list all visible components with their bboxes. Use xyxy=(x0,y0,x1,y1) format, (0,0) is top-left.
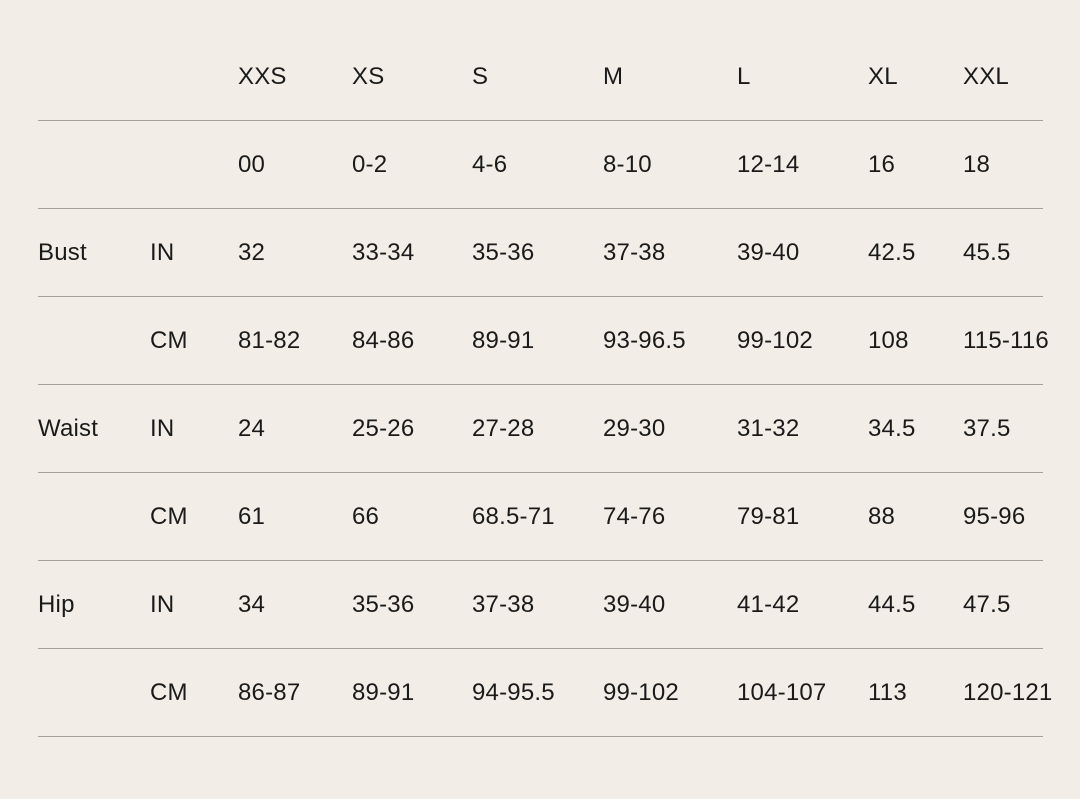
size-chart-table: XXS XS S M L XL XXL 00 0-2 4-6 8-10 12-14 16 18 Bust IN… xyxy=(38,33,1053,737)
numeric-size-cell: 12-14 xyxy=(737,150,800,178)
measurement-cell: 34.5 xyxy=(868,414,916,442)
column-header-xl: XL xyxy=(868,62,898,90)
measurement-cell: 68.5-71 xyxy=(472,502,555,530)
measurement-cell: 81-82 xyxy=(238,326,301,354)
measurement-cell: 27-28 xyxy=(472,414,535,442)
measurement-cell: 89-91 xyxy=(472,326,535,354)
measurement-cell: 66 xyxy=(352,502,380,530)
numeric-size-cell: 18 xyxy=(963,150,991,178)
measurement-cell: 115-116 xyxy=(963,326,1049,354)
unit-label-cm: CM xyxy=(150,678,188,706)
measurement-cell: 37.5 xyxy=(963,414,1011,442)
numeric-size-cell: 00 xyxy=(238,150,266,178)
measurement-cell: 84-86 xyxy=(352,326,415,354)
measurement-cell: 41-42 xyxy=(737,590,800,618)
row-label-bust: Bust xyxy=(38,238,87,266)
measurement-cell: 104-107 xyxy=(737,678,827,706)
measurement-cell: 94-95.5 xyxy=(472,678,555,706)
measurement-cell: 35-36 xyxy=(472,238,535,266)
measurement-cell: 95-96 xyxy=(963,502,1026,530)
measurement-cell: 120-121 xyxy=(963,678,1053,706)
measurement-row-cm: CM 86-87 89-91 94-95.5 99-102 104-107 113 120-1… xyxy=(38,649,1053,737)
measurement-cell: 99-102 xyxy=(737,326,813,354)
unit-label-in: IN xyxy=(150,590,175,618)
measurement-row-hip-in: Hip IN 34 35-36 37-38 39-40 41-42 44.5 47.5 xyxy=(38,561,1043,649)
measurement-cell: 113 xyxy=(868,678,907,706)
measurement-cell: 33-34 xyxy=(352,238,415,266)
column-header-s: S xyxy=(472,62,489,90)
numeric-sizes-row: 00 0-2 4-6 8-10 12-14 16 18 xyxy=(38,121,1043,209)
measurement-cell: 88 xyxy=(868,502,896,530)
column-header-xxl: XXL xyxy=(963,62,1009,90)
measurement-cell: 108 xyxy=(868,326,909,354)
measurement-cell: 74-76 xyxy=(603,502,666,530)
measurement-cell: 35-36 xyxy=(352,590,415,618)
measurement-cell: 24 xyxy=(238,414,266,442)
measurement-cell: 99-102 xyxy=(603,678,679,706)
measurement-cell: 31-32 xyxy=(737,414,800,442)
measurement-cell: 25-26 xyxy=(352,414,415,442)
measurement-row-cm: CM 61 66 68.5-71 74-76 79-81 88 95-96 xyxy=(38,473,1043,561)
measurement-cell: 86-87 xyxy=(238,678,301,706)
numeric-size-cell: 4-6 xyxy=(472,150,508,178)
measurement-cell: 61 xyxy=(238,502,266,530)
measurement-cell: 89-91 xyxy=(352,678,415,706)
measurement-row-bust-in: Bust IN 32 33-34 35-36 37-38 39-40 42.5 45.5 xyxy=(38,209,1043,297)
row-label-waist: Waist xyxy=(38,414,99,442)
unit-label-cm: CM xyxy=(150,326,188,354)
column-header-xxs: XXS xyxy=(238,62,287,90)
measurement-cell: 37-38 xyxy=(603,238,666,266)
measurement-cell: 32 xyxy=(238,238,266,266)
measurement-cell: 45.5 xyxy=(963,238,1011,266)
measurement-cell: 39-40 xyxy=(737,238,800,266)
measurement-cell: 29-30 xyxy=(603,414,666,442)
measurement-cell: 39-40 xyxy=(603,590,666,618)
numeric-size-cell: 8-10 xyxy=(603,150,652,178)
measurement-row-waist-in: Waist IN 24 25-26 27-28 29-30 31-32 34.5 37.5 xyxy=(38,385,1043,473)
numeric-size-cell: 0-2 xyxy=(352,150,388,178)
measurement-cell: 44.5 xyxy=(868,590,916,618)
measurement-cell: 42.5 xyxy=(868,238,916,266)
unit-label-cm: CM xyxy=(150,502,188,530)
column-header-l: L xyxy=(737,62,751,90)
row-label-hip: Hip xyxy=(38,590,75,618)
numeric-size-cell: 16 xyxy=(868,150,896,178)
measurement-cell: 47.5 xyxy=(963,590,1011,618)
measurement-cell: 79-81 xyxy=(737,502,800,530)
measurement-cell: 93-96.5 xyxy=(603,326,686,354)
unit-label-in: IN xyxy=(150,414,175,442)
measurement-cell: 34 xyxy=(238,590,266,618)
column-header-m: M xyxy=(603,62,624,90)
column-header-xs: XS xyxy=(352,62,385,90)
measurement-cell: 37-38 xyxy=(472,590,535,618)
measurement-row-cm: CM 81-82 84-86 89-91 93-96.5 99-102 108 115-116 xyxy=(38,297,1049,385)
unit-label-in: IN xyxy=(150,238,175,266)
header-row: XXS XS S M L XL XXL xyxy=(38,33,1043,121)
